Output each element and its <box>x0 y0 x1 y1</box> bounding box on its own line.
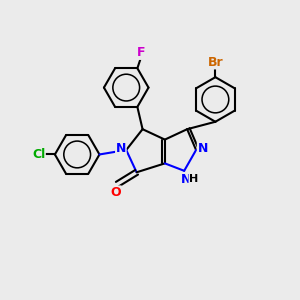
Text: N: N <box>116 142 126 155</box>
Text: H: H <box>189 174 198 184</box>
Text: N: N <box>181 172 191 186</box>
Text: F: F <box>137 46 145 59</box>
Text: O: O <box>110 186 121 199</box>
Text: N: N <box>197 142 208 155</box>
Text: Br: Br <box>208 56 223 69</box>
Text: Cl: Cl <box>32 148 45 161</box>
